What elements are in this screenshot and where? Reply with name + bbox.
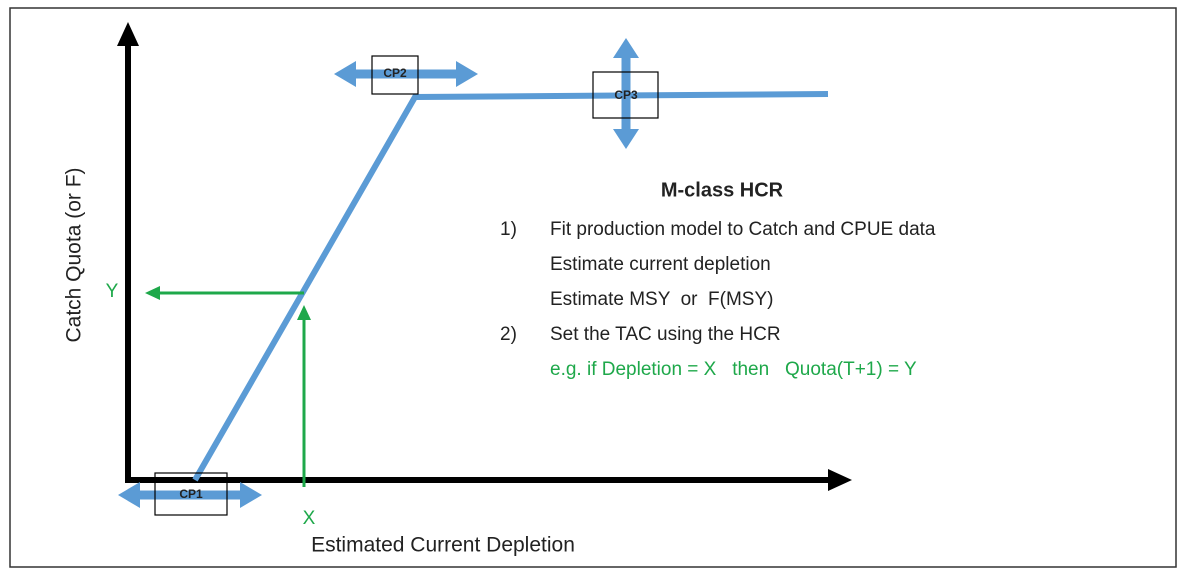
y-example-arrowhead (145, 286, 160, 300)
x-example-label: X (303, 508, 316, 529)
step-line: Set the TAC using the HCR (550, 324, 781, 345)
cp2-label: CP2 (383, 66, 407, 80)
step-line: Estimate current depletion (550, 254, 771, 275)
y-axis-label: Catch Quota (or F) (63, 167, 86, 342)
step-number: 1) (500, 219, 517, 240)
step-example: e.g. if Depletion = X then Quota(T+1) = … (550, 359, 917, 380)
cp1-box (154, 472, 228, 516)
cp1-label: CP1 (179, 487, 203, 501)
y-example-label: Y (106, 281, 119, 302)
y-axis-arrow (117, 22, 139, 46)
cp2-box (371, 55, 419, 95)
cp3-label: CP3 (614, 88, 638, 102)
panel-title: M-class HCR (661, 179, 784, 201)
x-example-arrowhead (297, 305, 311, 320)
step-line: Estimate MSY or F(MSY) (550, 289, 773, 310)
cp2-arrow (334, 61, 478, 87)
cp3-box (592, 71, 659, 119)
cp3-arrow (613, 38, 639, 149)
hcr-line (192, 91, 829, 482)
x-axis-arrow (828, 469, 852, 491)
step-number: 2) (500, 324, 517, 345)
step-line: Fit production model to Catch and CPUE d… (550, 219, 936, 240)
x-axis-label: Estimated Current Depletion (311, 534, 575, 557)
